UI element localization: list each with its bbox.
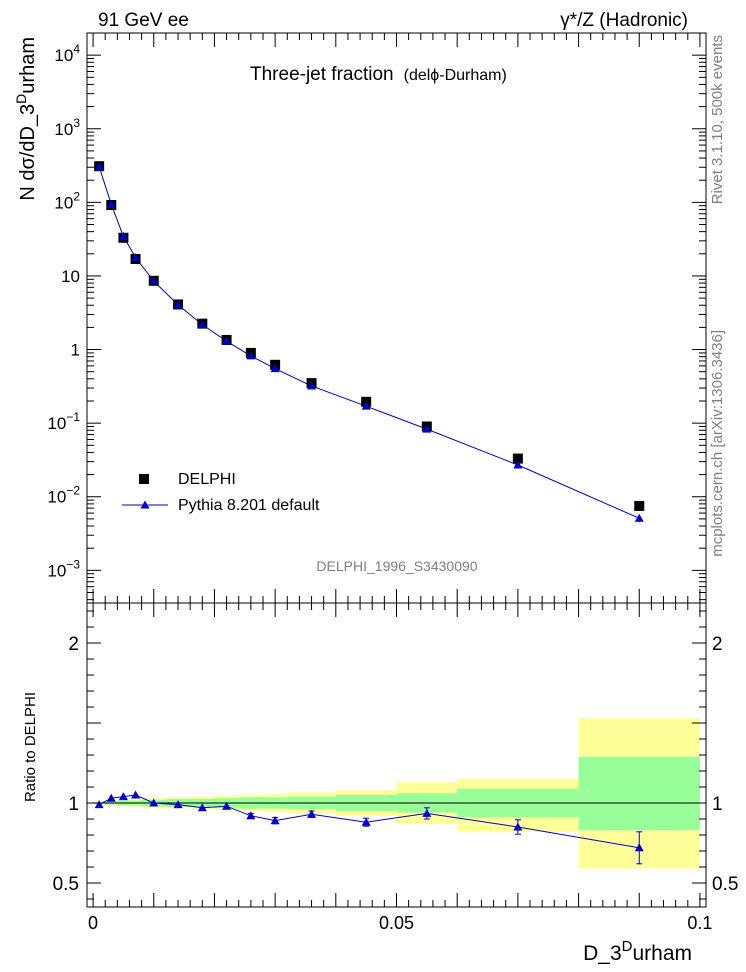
main-title: Three-jet fraction (delϕ-Durham) [250,64,507,85]
main-mc-point [361,401,371,410]
legend-marker-pythia [140,500,150,509]
ratio-y-tick-label-left: 1 [68,794,79,815]
ratio-x-tick-label: 0 [88,913,98,933]
main-mc-point [222,336,232,345]
main-mc-point [307,381,317,390]
ratio-point [131,790,141,799]
ratio-point [222,801,232,810]
main-y-tick-label: 1 [71,341,80,360]
legend-label-pythia: Pythia 8.201 default [178,497,320,514]
main-data-point [634,500,645,511]
main-y-tick-exponent: 4 [73,42,80,56]
main-mc-point [634,513,644,522]
x-axis-label-sup: D [622,938,633,955]
main-mc-point [246,351,256,360]
main-y-label-rest: urham [17,37,39,94]
ratio-point [197,803,207,812]
main-mc-point [118,231,128,240]
ratio-y-tick-label-left: 0.5 [53,874,79,895]
main-y-tick-label: 104 [54,42,80,65]
main-y-tick-label: 10 [61,267,80,286]
ratio-point [513,822,523,831]
main-mc-point [422,424,432,433]
main-mc-point [106,199,116,208]
side-label-top: Rivet 3.1.10, 500k events [709,35,726,204]
ratio-band-inner [578,756,700,831]
ratio-point [270,816,280,825]
main-mc-point [131,253,141,262]
ratio-x-tick-label: 0.1 [687,913,712,933]
main-y-tick-base: 1 [71,341,80,360]
main-y-tick-base: 10 [54,120,73,139]
ratio-point [246,811,256,820]
main-mc-point [173,300,183,309]
ratio-y-tick-label-right: 0.5 [712,874,738,895]
ratio-point [173,800,183,809]
main-y-tick-exponent: 2 [73,189,80,203]
ratio-point [106,793,116,802]
x-axis-label-rest: urham [632,942,692,965]
ratio-y-tick-label-right: 2 [712,634,723,655]
main-y-label: N dσ/dD_3Durham [13,37,39,201]
main-y-tick-base: 10 [47,488,66,507]
legend-marker-delphi [139,474,149,484]
legend-label-delphi: DELPHI [178,471,236,488]
main-y-tick-exponent: −2 [66,484,80,498]
main-y-tick-label: 103 [54,116,80,139]
main-title-subtitle: (delϕ-Durham) [404,67,507,84]
ratio-point [307,809,317,818]
main-title-text: Three-jet fraction [250,64,394,85]
ratio-point [149,798,159,807]
main-y-tick-base: 10 [54,46,73,65]
main-y-tick-label: 10−1 [47,410,80,433]
main-y-tick-base: 10 [47,414,66,433]
ratio-point [361,817,371,826]
main-y-tick-base: 10 [47,561,66,580]
main-mc-line [98,166,640,519]
main-y-tick-exponent: −1 [66,410,80,424]
ratio-y-label: Ratio to DELPHI [22,692,39,802]
main-frame [86,32,707,604]
x-axis-label: D_3Durham [583,938,692,965]
ratio-point [94,800,104,809]
main-y-tick-label: 10−3 [47,557,80,580]
analysis-watermark: DELPHI_1996_S3430090 [316,558,477,574]
main-y-tick-label: 102 [54,189,80,212]
x-axis-label-main: D_3 [583,942,622,965]
main-mc-point [94,162,104,171]
main-data-point [512,453,523,464]
main-y-tick-exponent: −3 [66,557,80,571]
ratio-point [422,808,432,817]
main-y-tick-base: 10 [61,267,80,286]
ratio-y-tick-label-right: 1 [712,794,723,815]
ratio-point [634,843,644,852]
legend: DELPHI Pythia 8.201 default [122,471,320,514]
side-label-bottom: mcplots.cern.ch [arXiv:1306.3436] [709,330,726,557]
ratio-panel: 0 0.05 0.10.5 0.51 12 2 [53,602,738,933]
header-left: 91 GeV ee [98,10,189,31]
main-y-tick-label: 10−2 [47,484,80,507]
header-right: γ*/Z (Hadronic) [560,10,688,31]
ratio-point [118,792,128,801]
ratio-x-tick-label: 0.05 [379,913,414,933]
main-mc-point [513,460,523,469]
main-y-label-main: N dσ/dD_3 [17,104,39,201]
main-mc-point [270,364,280,373]
main-y-tick-base: 10 [54,193,73,212]
main-y-tick-exponent: 3 [73,116,80,130]
ratio-y-tick-label-left: 2 [68,634,79,655]
main-mc-point [149,276,159,285]
main-mc-point [197,320,207,329]
main-y-label-sup: D [13,94,29,104]
